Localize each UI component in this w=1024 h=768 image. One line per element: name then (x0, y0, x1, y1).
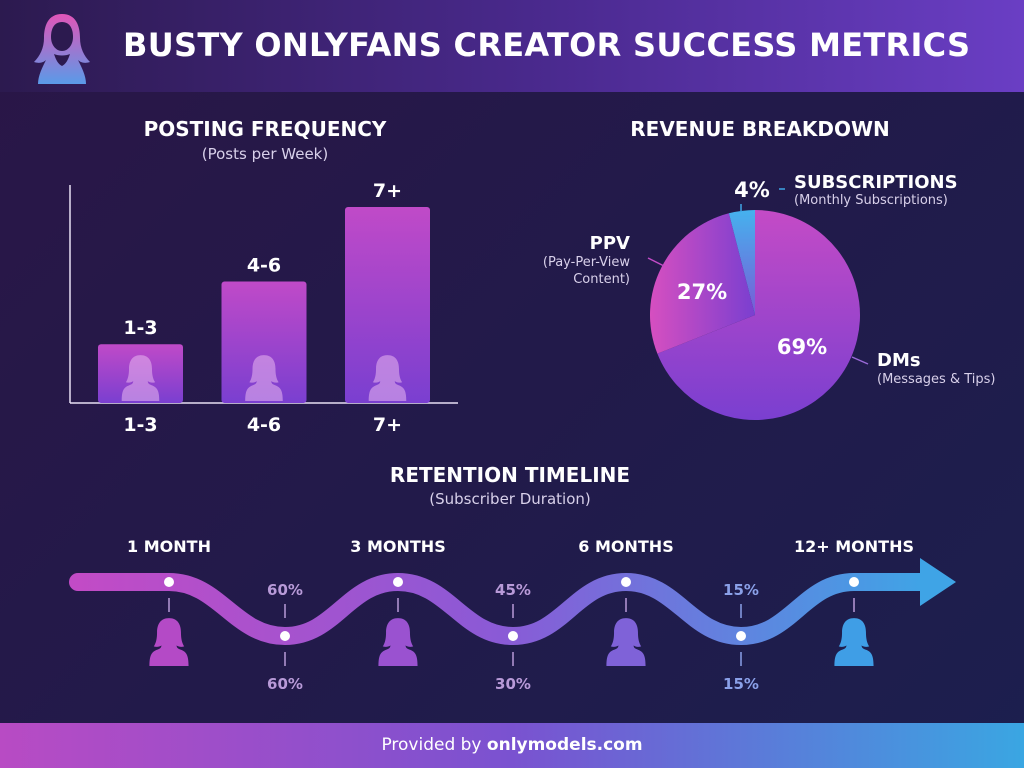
pie-slice-dms (657, 210, 861, 420)
legend-desc: Content) (573, 272, 630, 287)
timeline-title: RETENTION TIMELINE (389, 463, 631, 487)
milestone-dot (393, 577, 403, 587)
x-tick-label: 1-3 (123, 414, 157, 436)
bar-4-6 (221, 281, 307, 403)
retention-dot (508, 631, 518, 641)
pie-value-label: 4% (734, 178, 770, 202)
timeline-subtitle: (Subscriber Duration) (429, 490, 591, 508)
legend-desc: (Pay-Per-View (543, 255, 630, 270)
legend-name: SUBSCRIPTIONS (794, 172, 958, 193)
retention-dot (736, 631, 746, 641)
footer: Provided by onlymodels.com (0, 723, 1024, 768)
retention-upper-value: 60% (267, 581, 303, 599)
milestone-label: 1 MONTH (127, 537, 211, 556)
woman-silhouette-icon (834, 618, 874, 666)
pie-value-label: 27% (677, 280, 727, 304)
retention-upper-value: 15% (723, 581, 759, 599)
pie-slice-ppv (650, 213, 755, 354)
bar-data-label: 1-3 (123, 317, 157, 339)
retention-lower-value: 60% (267, 675, 303, 693)
pie-chart-title: REVENUE BREAKDOWN (630, 117, 890, 141)
retention-upper-value: 45% (495, 581, 531, 599)
arrow-head-icon (920, 558, 956, 606)
leader-line (851, 356, 869, 365)
pie-slice-subscriptions (728, 210, 755, 315)
bar-7+ (345, 207, 430, 403)
milestone-label: 6 MONTHS (578, 537, 673, 556)
footer-prefix: Provided by (381, 735, 482, 755)
legend-desc: (Monthly Subscriptions) (794, 193, 948, 208)
header: BUSTY ONLYFANS CREATOR SUCCESS METRICS (0, 0, 1024, 92)
legend-name: DMs (877, 350, 921, 371)
bar-chart-subtitle: (Posts per Week) (201, 145, 329, 163)
retention-lower-value: 30% (495, 675, 531, 693)
woman-silhouette-icon (149, 618, 189, 666)
bar-data-label: 4-6 (247, 254, 281, 276)
milestone-label: 12+ MONTHS (794, 537, 914, 556)
leader-line (647, 257, 665, 267)
milestone-label: 3 MONTHS (350, 537, 445, 556)
bar-data-label: 7+ (373, 180, 402, 202)
retention-dot (280, 631, 290, 641)
pie-value-label: 69% (777, 335, 827, 359)
woman-silhouette-icon (34, 14, 90, 84)
milestone-dot (164, 577, 174, 587)
page-title: BUSTY ONLYFANS CREATOR SUCCESS METRICS (123, 26, 971, 64)
woman-silhouette-icon (378, 618, 418, 666)
x-tick-label: 4-6 (247, 414, 281, 436)
woman-silhouette-icon (606, 618, 646, 666)
retention-lower-value: 15% (723, 675, 759, 693)
legend-name: PPV (590, 233, 630, 254)
x-tick-label: 7+ (373, 414, 402, 436)
legend-desc: (Messages & Tips) (877, 372, 995, 387)
footer-site-link[interactable]: onlymodels.com (486, 735, 643, 755)
milestone-dot (621, 577, 631, 587)
bar-chart-title: POSTING FREQUENCY (143, 117, 387, 141)
milestone-dot (849, 577, 859, 587)
